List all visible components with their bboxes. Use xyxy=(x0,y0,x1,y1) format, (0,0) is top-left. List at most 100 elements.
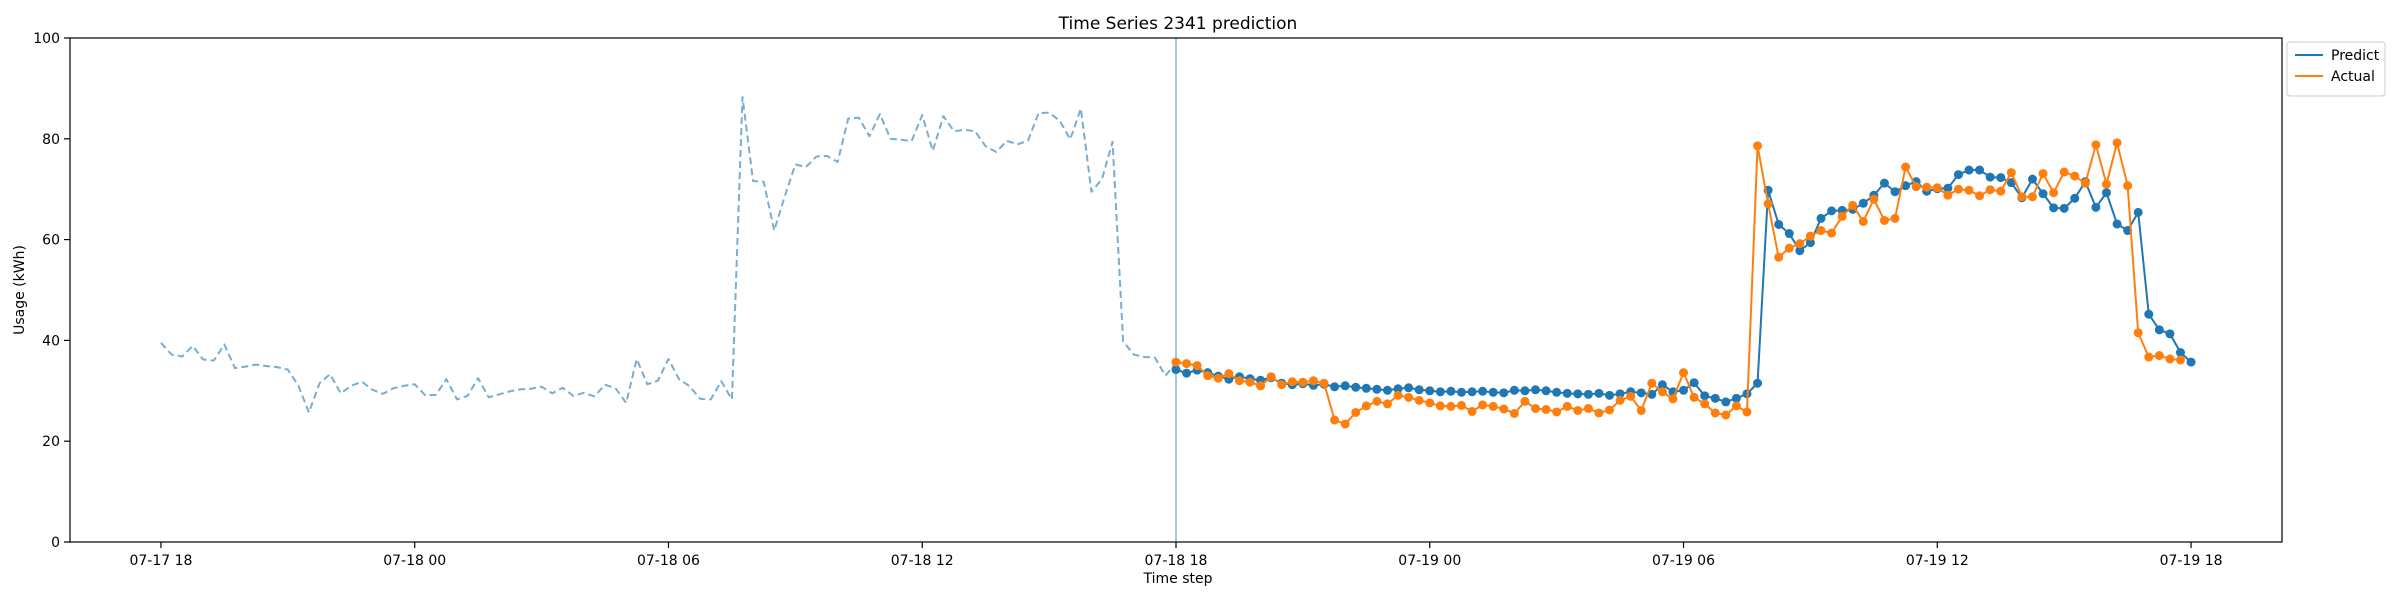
y-tick-label: 60 xyxy=(42,233,60,249)
prediction-point xyxy=(1890,187,1900,197)
prediction-point xyxy=(1393,384,1403,394)
prediction-point xyxy=(1531,385,1540,395)
actual-point xyxy=(1615,395,1625,405)
actual-point xyxy=(1414,395,1424,405)
actual-point xyxy=(1266,372,1276,382)
actual-point xyxy=(1531,403,1540,413)
actual-point xyxy=(2144,352,2154,362)
actual-point xyxy=(2154,351,2164,361)
actual-point xyxy=(1245,377,1255,387)
chart-title: Time Series 2341 prediction xyxy=(1058,14,1298,34)
actual-point xyxy=(1330,415,1340,425)
x-tick-label: 07-19 00 xyxy=(1398,553,1461,569)
y-tick-label: 20 xyxy=(42,434,60,450)
prediction-point xyxy=(1520,386,1530,396)
prediction-point xyxy=(1562,388,1572,398)
actual-point xyxy=(1879,215,1889,225)
actual-point xyxy=(2049,188,2059,198)
plot-marks xyxy=(160,38,2196,542)
actual-point xyxy=(1425,398,1435,408)
prediction-point xyxy=(1647,389,1657,399)
prediction-point xyxy=(1731,393,1741,403)
prediction-point xyxy=(1404,383,1414,393)
actual-point xyxy=(1700,399,1710,409)
prediction-point xyxy=(2070,193,2080,203)
prediction-point xyxy=(1499,388,1509,398)
legend-label: Predict xyxy=(2331,48,2380,64)
actual-point xyxy=(1964,185,1974,195)
actual-point xyxy=(1858,216,1868,226)
actual-point xyxy=(1298,377,1308,387)
axes: 0 20 40 60 80 100 07-17 18 07-18 00 07-18 06 07-1… xyxy=(33,31,2283,569)
legend: Predict Actual xyxy=(2286,41,2386,97)
actual-point xyxy=(1710,408,1720,418)
actual-point xyxy=(2112,138,2122,148)
actual-point xyxy=(1203,371,1213,381)
actual-point xyxy=(1753,141,1763,151)
prediction-point xyxy=(1753,378,1763,388)
actual-point xyxy=(1731,401,1741,411)
prediction-point xyxy=(1700,391,1710,401)
x-tick-label: 07-19 06 xyxy=(1652,553,1715,569)
y-axis-label: Usage (kWh) xyxy=(12,245,28,335)
actual-point xyxy=(1456,400,1466,410)
prediction-point xyxy=(1446,386,1456,396)
actual-point xyxy=(2080,178,2090,188)
actual-point xyxy=(1478,400,1488,410)
actual-point xyxy=(1404,392,1414,402)
actual-point xyxy=(2091,140,2101,150)
legend-label: Actual xyxy=(2331,69,2375,85)
actual-point xyxy=(2123,181,2133,191)
prediction-point xyxy=(1330,382,1340,392)
prediction-point xyxy=(1710,393,1720,403)
x-tick-label: 07-19 12 xyxy=(1906,553,1969,569)
actual-point xyxy=(1234,376,1244,386)
prediction-point xyxy=(1816,213,1826,223)
actual-point xyxy=(1605,405,1615,415)
prediction-point xyxy=(1552,387,1562,397)
actual-point xyxy=(1943,190,1953,200)
history-series-line xyxy=(160,95,1177,414)
actual-point xyxy=(1351,407,1361,417)
prediction-point xyxy=(2133,207,2143,217)
prediction-point xyxy=(1615,389,1625,399)
actual-point xyxy=(1499,404,1509,414)
x-tick-label: 07-17 18 xyxy=(129,553,192,569)
prediction-point xyxy=(1372,384,1382,394)
actual-point xyxy=(1668,394,1678,404)
actual-point xyxy=(1816,226,1826,236)
prediction-point xyxy=(1774,219,1784,229)
actual-point xyxy=(1308,376,1318,386)
prediction-point xyxy=(1488,387,1498,397)
actual-point xyxy=(1953,184,1963,194)
prediction-point xyxy=(1509,385,1519,395)
prediction-point xyxy=(1435,387,1445,397)
actual-point xyxy=(1837,211,1847,221)
actual-point xyxy=(1594,408,1604,418)
actual-point xyxy=(2070,171,2080,181)
y-tick-label: 80 xyxy=(42,132,60,148)
actual-point xyxy=(2038,169,2048,179)
prediction-point xyxy=(1594,388,1604,398)
actual-point xyxy=(1435,401,1445,411)
actual-point xyxy=(1340,419,1350,429)
prediction-point xyxy=(1689,378,1699,388)
actual-point xyxy=(1721,410,1731,420)
actual-point xyxy=(2165,354,2175,364)
x-tick-label: 07-18 00 xyxy=(383,553,446,569)
prediction-point xyxy=(1805,238,1815,248)
actual-point xyxy=(1562,401,1572,411)
actual-point xyxy=(1520,396,1530,406)
prediction-point xyxy=(1340,381,1350,391)
prediction-point xyxy=(1636,388,1646,398)
prediction-point xyxy=(1541,386,1551,396)
prediction-point xyxy=(1953,170,1963,180)
actual-point xyxy=(2175,355,2185,365)
actual-point xyxy=(1922,182,1932,192)
prediction-point xyxy=(1414,385,1424,395)
actual-point xyxy=(2059,167,2069,177)
actual-point xyxy=(1869,194,1879,204)
prediction-point xyxy=(2165,329,2175,339)
